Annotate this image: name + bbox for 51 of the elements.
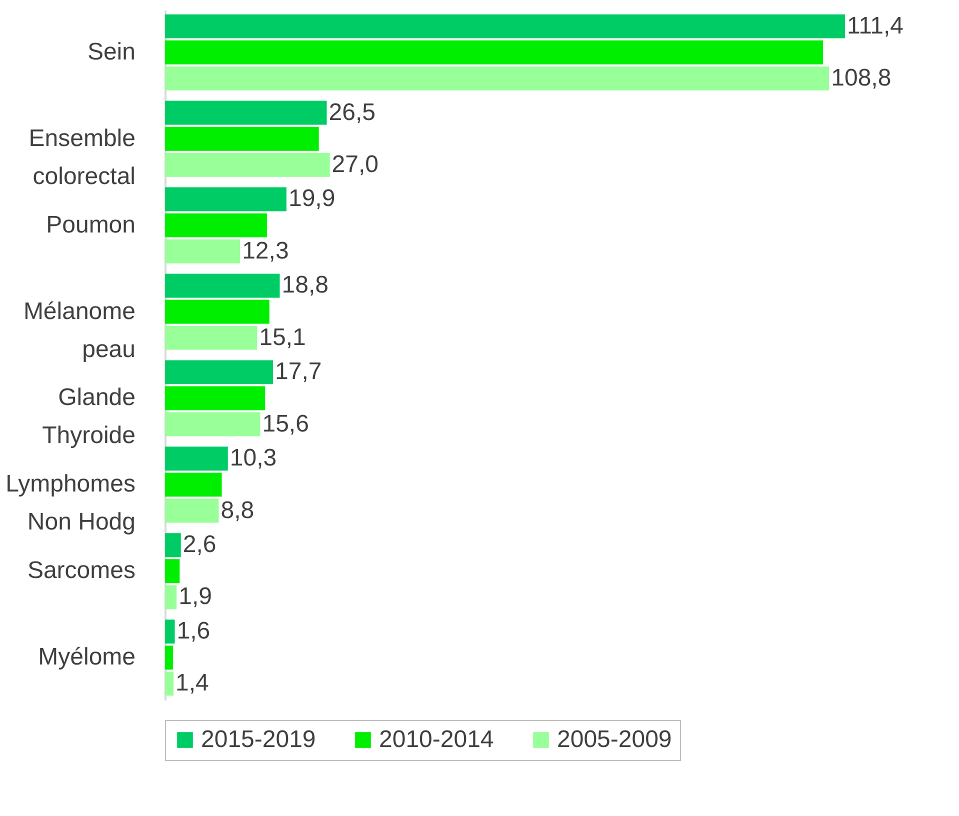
legend-label: 2010-2014 bbox=[379, 726, 494, 753]
data-label: 15,1 bbox=[259, 324, 306, 351]
data-label: 26,5 bbox=[328, 98, 376, 126]
bar bbox=[165, 472, 222, 497]
data-label: 8,8 bbox=[220, 496, 254, 524]
bar bbox=[165, 446, 228, 471]
y-tick-label: Sein bbox=[87, 38, 136, 66]
data-label: 15,6 bbox=[262, 410, 309, 438]
data-label: 2,6 bbox=[182, 531, 216, 558]
y-tick-label: Lymphomes Non Hodg bbox=[6, 470, 136, 536]
bar bbox=[165, 498, 219, 523]
bar bbox=[165, 559, 180, 584]
y-tick-label: Myélome bbox=[38, 644, 136, 671]
bar bbox=[165, 187, 286, 212]
data-label: 1,4 bbox=[176, 670, 209, 697]
bar bbox=[165, 585, 177, 610]
bar bbox=[165, 100, 327, 125]
bar bbox=[165, 300, 270, 324]
data-label: 111,4 bbox=[847, 12, 904, 40]
bar bbox=[165, 412, 260, 436]
bar bbox=[165, 620, 175, 644]
bar bbox=[165, 274, 280, 298]
bar bbox=[165, 66, 830, 90]
bar bbox=[165, 126, 319, 151]
data-label: 27,0 bbox=[332, 150, 379, 178]
bar bbox=[165, 326, 258, 350]
data-label: 1,6 bbox=[176, 618, 210, 645]
bar bbox=[165, 672, 174, 696]
data-label: 12,3 bbox=[242, 237, 289, 264]
y-tick-label: Glande Thyroide bbox=[42, 384, 136, 450]
legend-label: 2005-2009 bbox=[557, 726, 672, 753]
bar bbox=[165, 533, 181, 558]
data-label: 1,9 bbox=[178, 583, 212, 610]
bar bbox=[165, 360, 274, 384]
y-tick-label: Mélanome peau bbox=[23, 298, 136, 363]
bar bbox=[165, 40, 824, 64]
data-label: 17,7 bbox=[275, 358, 322, 386]
bar bbox=[165, 14, 845, 38]
bar bbox=[165, 646, 173, 670]
legend-label: 2015-2019 bbox=[201, 726, 316, 753]
data-label: 10,3 bbox=[230, 444, 277, 472]
bar bbox=[165, 239, 240, 264]
bar bbox=[165, 152, 330, 177]
data-label: 18,8 bbox=[282, 272, 328, 299]
bar bbox=[165, 213, 267, 238]
y-tick-label: Ensemble colorectal bbox=[28, 124, 136, 190]
data-label: 19,9 bbox=[288, 185, 336, 212]
y-tick-label: Sarcomes bbox=[27, 557, 136, 584]
bar bbox=[165, 386, 266, 410]
data-label: 108,8 bbox=[831, 64, 892, 92]
y-tick-label: Poumon bbox=[46, 211, 136, 238]
